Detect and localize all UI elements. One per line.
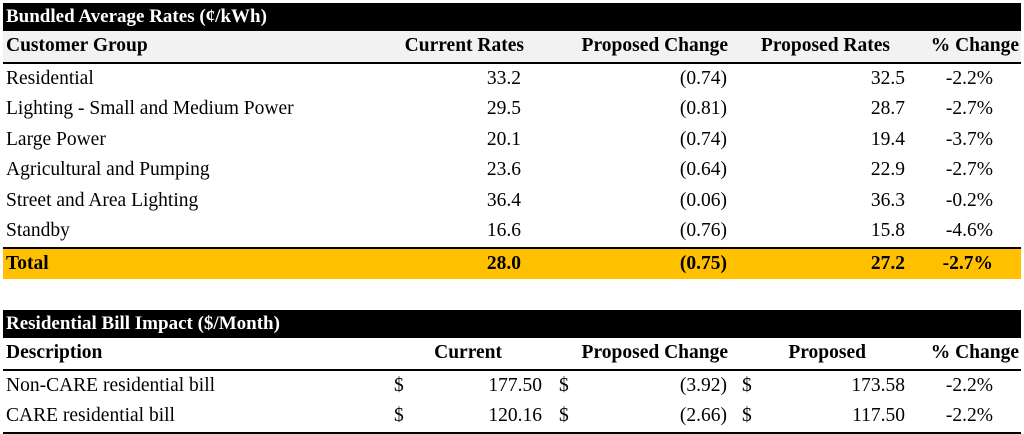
table-row: Residential 33.2 (0.74) 32.5 -2.2% [3, 64, 1021, 95]
proposed-bill-cell: 117.50 [852, 405, 905, 426]
header-proposed: Proposed [788, 342, 866, 363]
bundled-rates-title: Bundled Average Rates (¢/kWh) [3, 3, 1021, 31]
bundled-rates-header-row: Customer Group Current Rates Proposed Ch… [3, 31, 1021, 64]
currency-symbol: $ [394, 405, 404, 426]
current-rate-cell: 23.6 [486, 159, 521, 180]
header-customer-group: Customer Group [6, 35, 148, 56]
proposed-rate-cell: 15.8 [870, 220, 905, 241]
proposed-rate-cell: 22.9 [870, 159, 905, 180]
current-bill-cell: 177.50 [488, 374, 542, 396]
description-cell: Non-CARE residential bill [6, 374, 216, 396]
proposed-rate-cell: 36.3 [870, 189, 905, 211]
proposed-change-cell: (0.74) [679, 67, 727, 89]
proposed-change-cell: (0.76) [679, 220, 727, 241]
percent-change-cell: -2.7% [945, 159, 993, 180]
proposed-change-cell: (2.66) [679, 405, 727, 426]
percent-change-cell: -2.7% [945, 98, 993, 119]
total-label: Total [6, 252, 49, 274]
table-row: Agricultural and Pumping 23.6 (0.64) 22.… [3, 155, 1021, 186]
bill-header-row: Description Current Proposed Change Prop… [3, 338, 1021, 371]
total-percent-change: -2.7% [942, 252, 993, 274]
proposed-rate-cell: 32.5 [870, 67, 905, 89]
customer-group-cell: Standby [6, 220, 70, 241]
total-current-rate: 28.0 [486, 252, 521, 274]
currency-symbol: $ [742, 374, 752, 396]
customer-group-cell: Street and Area Lighting [6, 189, 199, 211]
bundled-rates-table: Bundled Average Rates (¢/kWh) Customer G… [3, 3, 1021, 279]
table-row: Lighting - Small and Medium Power 29.5 (… [3, 94, 1021, 125]
header-description: Description [6, 342, 103, 363]
customer-group-cell: Agricultural and Pumping [6, 159, 210, 180]
header-proposed-rates: Proposed Rates [760, 35, 890, 56]
description-cell: CARE residential bill [6, 405, 175, 426]
total-proposed-change: (0.75) [679, 252, 727, 274]
current-bill-cell: 120.16 [488, 405, 542, 426]
proposed-change-cell: (0.74) [679, 128, 727, 150]
header-current: Current [434, 342, 502, 363]
proposed-rate-cell: 19.4 [870, 128, 905, 150]
percent-change-cell: -0.2% [945, 189, 993, 211]
currency-symbol: $ [559, 405, 569, 426]
header-proposed-change: Proposed Change [581, 342, 728, 363]
customer-group-cell: Large Power [6, 128, 106, 150]
header-percent-change: % Change [930, 342, 1019, 363]
proposed-change-cell: (0.64) [679, 159, 727, 180]
header-proposed-change: Proposed Change [581, 35, 728, 56]
percent-change-cell: -3.7% [945, 128, 993, 150]
table-row: Large Power 20.1 (0.74) 19.4 -3.7% [3, 125, 1021, 156]
percent-change-cell: -2.2% [945, 374, 993, 396]
total-proposed-rate: 27.2 [870, 252, 905, 274]
table-row: CARE residential bill $ 120.16 $ (2.66) … [3, 401, 1021, 434]
current-rate-cell: 29.5 [486, 98, 521, 119]
customer-group-cell: Lighting - Small and Medium Power [6, 98, 294, 119]
residential-bill-table: Residential Bill Impact ($/Month) Descri… [3, 310, 1021, 434]
percent-change-cell: -2.2% [945, 67, 993, 89]
total-row: Total 28.0 (0.75) 27.2 -2.7% [3, 246, 1021, 279]
current-rate-cell: 33.2 [486, 67, 521, 89]
current-rate-cell: 36.4 [486, 189, 521, 211]
header-current-rates: Current Rates [404, 35, 524, 56]
current-rate-cell: 20.1 [486, 128, 521, 150]
current-rate-cell: 16.6 [486, 220, 521, 241]
table-row: Standby 16.6 (0.76) 15.8 -4.6% [3, 216, 1021, 247]
header-percent-change: % Change [930, 35, 1019, 56]
currency-symbol: $ [394, 374, 404, 396]
proposed-change-cell: (0.06) [679, 189, 727, 211]
currency-symbol: $ [742, 405, 752, 426]
table-row: Street and Area Lighting 36.4 (0.06) 36.… [3, 186, 1021, 217]
proposed-change-cell: (3.92) [679, 374, 727, 396]
percent-change-cell: -2.2% [945, 405, 993, 426]
customer-group-cell: Residential [6, 67, 94, 89]
bill-impact-title: Residential Bill Impact ($/Month) [3, 310, 1021, 338]
table-row: Non-CARE residential bill $ 177.50 $ (3.… [3, 371, 1021, 402]
currency-symbol: $ [559, 374, 569, 396]
proposed-bill-cell: 173.58 [851, 374, 905, 396]
percent-change-cell: -4.6% [945, 220, 993, 241]
proposed-change-cell: (0.81) [679, 98, 727, 119]
proposed-rate-cell: 28.7 [870, 98, 905, 119]
